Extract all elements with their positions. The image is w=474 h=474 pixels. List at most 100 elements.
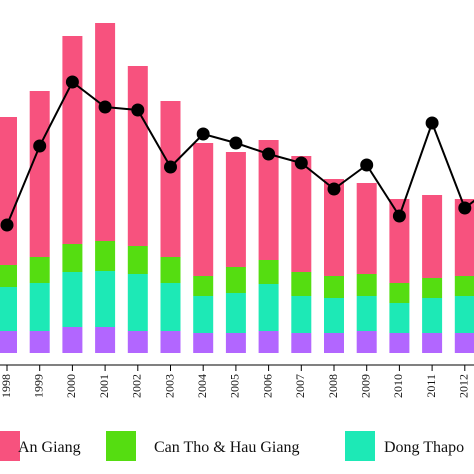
x-tick-label-1998: 1998 <box>0 374 13 398</box>
bar-2009-series-2 <box>356 274 377 296</box>
bar-1998-series-3 <box>0 117 17 265</box>
line-point-2000 <box>65 75 79 89</box>
bar-2011-series-1 <box>422 298 443 333</box>
bar-2008-series-3 <box>324 179 344 276</box>
line-layer <box>0 75 474 232</box>
bar-2009-series-1 <box>356 296 377 331</box>
legend-label-3: An Giang <box>18 439 81 456</box>
line-point-2004 <box>196 127 210 141</box>
x-tick-label-2002: 2002 <box>130 374 144 398</box>
bar-2011-series-2 <box>422 278 443 298</box>
line-point-2003 <box>164 160 177 174</box>
x-tick-label-2009: 2009 <box>358 374 372 398</box>
x-tick-label-2004: 2004 <box>195 374 209 398</box>
x-axis: 1998 1999 2000 2001 2002 2003 2004 2005 2006 2007… <box>0 364 474 398</box>
bar-2005-series-2 <box>225 267 246 293</box>
bar-2006-series-0 <box>258 331 279 353</box>
bar-2004-series-2 <box>193 276 214 296</box>
bar-2010-series-1 <box>389 303 410 333</box>
line-point-2002 <box>131 103 145 117</box>
line-point-1998 <box>0 218 14 232</box>
bar-2001-series-3 <box>95 23 116 241</box>
bar-2010-series-0 <box>389 333 410 353</box>
x-tick-label-2005: 2005 <box>228 374 242 398</box>
bar-2004-series-1 <box>193 296 214 333</box>
bar-2006-series-1 <box>258 284 279 331</box>
bar-2008-series-0 <box>324 333 344 353</box>
bar-1999-series-0 <box>29 331 50 353</box>
bar-2005-series-0 <box>225 333 246 353</box>
legend-swatch-1 <box>345 431 375 461</box>
line-point-2010 <box>392 209 406 223</box>
bar-2003-series-3 <box>160 101 181 257</box>
line-point-2006 <box>262 147 276 161</box>
bar-2012-series-2 <box>454 276 474 296</box>
bar-2009-series-3 <box>356 183 377 274</box>
line-point-2001 <box>98 100 112 114</box>
bar-2001-series-2 <box>95 241 116 271</box>
bar-2004-series-0 <box>193 333 214 353</box>
bar-2001-series-0 <box>95 327 116 353</box>
x-tick-label-1999: 1999 <box>31 374 45 398</box>
bar-2006-series-3 <box>258 140 279 260</box>
bar-2007-series-0 <box>291 333 312 353</box>
bar-2005-series-3 <box>225 152 246 267</box>
bar-2000-series-0 <box>62 327 83 353</box>
x-tick-label-2001: 2001 <box>97 374 111 398</box>
legend-swatch-3 <box>0 431 20 461</box>
bar-2001-series-1 <box>95 271 116 327</box>
bar-2012-series-3 <box>454 199 474 276</box>
bar-2003-series-2 <box>160 257 181 283</box>
bar-2011-series-3 <box>422 195 443 278</box>
line-point-2005 <box>229 136 243 150</box>
line-point-2009 <box>360 158 374 172</box>
bar-2003-series-1 <box>160 283 181 331</box>
bar-2006-series-2 <box>258 260 279 284</box>
bar-1999-series-3 <box>29 91 50 257</box>
legend-swatch-2 <box>106 431 136 461</box>
bar-1999-series-2 <box>29 257 50 283</box>
bar-2002-series-0 <box>127 331 148 353</box>
x-tick-label-2006: 2006 <box>260 374 274 398</box>
bar-2009-series-0 <box>356 331 377 353</box>
bar-2002-series-1 <box>127 274 148 331</box>
bar-1998-series-0 <box>0 331 17 353</box>
bar-2012-series-0 <box>454 333 474 353</box>
line-series <box>6 80 474 226</box>
bar-2000-series-2 <box>62 244 83 272</box>
bar-2003-series-0 <box>160 331 181 353</box>
legend-label-2: Can Tho & Hau Giang <box>154 439 299 456</box>
x-tick-label-2008: 2008 <box>326 374 340 398</box>
bar-2010-series-2 <box>389 283 410 303</box>
x-tick-label-2007: 2007 <box>293 374 307 398</box>
line-point-2008 <box>327 182 341 196</box>
x-tick-label-2003: 2003 <box>162 374 176 398</box>
x-tick-label-2011: 2011 <box>424 374 438 398</box>
line-point-2007 <box>294 156 308 170</box>
bar-2007-series-2 <box>291 272 312 296</box>
bar-2004-series-3 <box>193 143 214 276</box>
bar-2000-series-1 <box>62 272 83 327</box>
bar-layer <box>0 23 474 353</box>
line-point-2012 <box>458 201 472 215</box>
x-tick-label-2012: 2012 <box>457 374 471 398</box>
bar-2011-series-0 <box>422 333 443 353</box>
legend: An Giang Can Tho & Hau Giang Dong Thapo <box>0 431 464 461</box>
line-point-2011 <box>425 116 439 130</box>
bar-2007-series-1 <box>291 296 312 333</box>
bar-2002-series-3 <box>127 66 148 246</box>
bar-2005-series-1 <box>225 293 246 333</box>
bar-2007-series-3 <box>291 156 312 272</box>
bar-2002-series-2 <box>127 246 148 274</box>
bar-2008-series-1 <box>324 298 344 333</box>
x-tick-label-2000: 2000 <box>64 374 78 398</box>
bar-2012-series-1 <box>454 296 474 333</box>
line-point-1999 <box>33 139 47 153</box>
bar-1998-series-1 <box>0 287 17 331</box>
legend-label-1: Dong Thapo <box>384 439 464 456</box>
bar-2008-series-2 <box>324 276 344 298</box>
bar-2000-series-3 <box>62 36 83 244</box>
bar-1998-series-2 <box>0 265 17 287</box>
x-tick-label-2010: 2010 <box>391 374 405 398</box>
